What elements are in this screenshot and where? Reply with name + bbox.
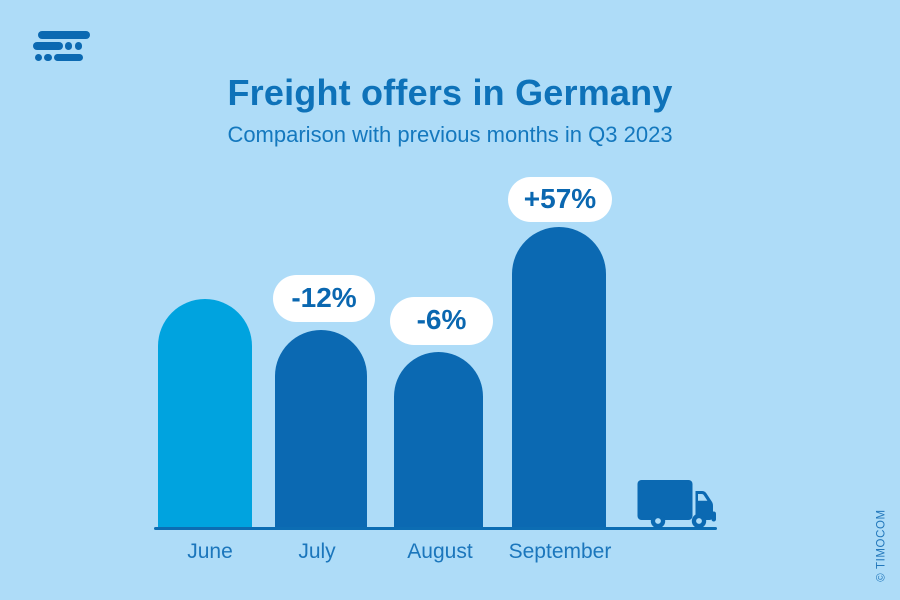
- bar-september: [512, 227, 606, 529]
- logo-dot: [74, 42, 82, 50]
- axis-label-august: August: [407, 540, 473, 563]
- copyright-text: © TIMOCOM: [875, 509, 888, 582]
- change-badge-july: -12%: [273, 275, 375, 322]
- bar-august: [394, 352, 483, 529]
- axis-label-september: September: [508, 540, 612, 563]
- logo-bar-top: [38, 31, 90, 39]
- logo-dot: [34, 53, 42, 61]
- logo-bar-middle: [33, 42, 63, 50]
- page-title: Freight offers in Germany: [227, 72, 673, 113]
- page-subtitle: Comparison with previous months in Q3 20…: [227, 122, 673, 147]
- change-badge-august: -6%: [390, 297, 493, 345]
- axis-label-june: June: [187, 540, 233, 563]
- change-badge-september: +57%: [508, 177, 612, 222]
- bar-june: [158, 299, 252, 529]
- logo-dot: [64, 42, 72, 50]
- axis-label-july: July: [298, 540, 336, 563]
- chart-baseline: [154, 527, 717, 530]
- timocom-logo-icon: [33, 31, 91, 62]
- logo-bar-bottom: [53, 53, 83, 61]
- truck-icon: [637, 480, 716, 529]
- logo-dot: [44, 53, 52, 61]
- bar-july: [275, 330, 367, 529]
